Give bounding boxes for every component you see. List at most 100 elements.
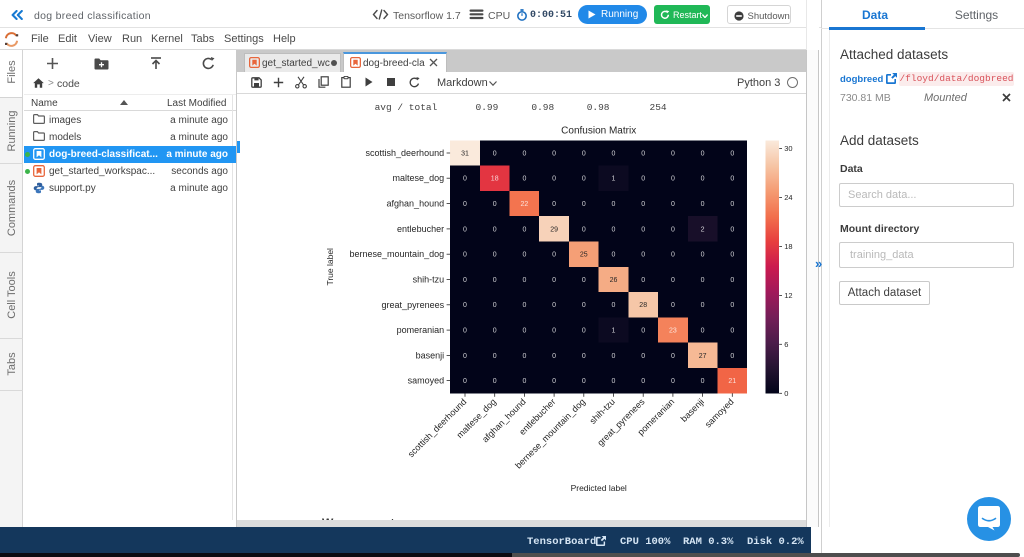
svg-text:0: 0 bbox=[671, 277, 675, 284]
svg-text:great_pyrenees: great_pyrenees bbox=[382, 300, 445, 310]
svg-text:0: 0 bbox=[671, 201, 675, 208]
svg-text:0: 0 bbox=[641, 378, 645, 385]
svg-text:0: 0 bbox=[582, 150, 586, 157]
svg-text:22: 22 bbox=[521, 201, 529, 208]
svg-text:0: 0 bbox=[522, 226, 526, 233]
svg-text:0: 0 bbox=[522, 378, 526, 385]
svg-text:18: 18 bbox=[784, 242, 792, 251]
svg-text:6: 6 bbox=[784, 340, 788, 349]
svg-text:0: 0 bbox=[730, 327, 734, 334]
svg-text:0: 0 bbox=[671, 176, 675, 183]
svg-text:0: 0 bbox=[552, 201, 556, 208]
svg-text:0: 0 bbox=[730, 226, 734, 233]
svg-text:0: 0 bbox=[522, 302, 526, 309]
svg-text:0: 0 bbox=[612, 150, 616, 157]
svg-text:18: 18 bbox=[491, 176, 499, 183]
svg-text:0: 0 bbox=[463, 176, 467, 183]
svg-text:0: 0 bbox=[582, 327, 586, 334]
svg-text:0: 0 bbox=[522, 252, 526, 259]
svg-text:254: 254 bbox=[650, 102, 667, 113]
svg-text:23: 23 bbox=[669, 327, 677, 334]
svg-text:0: 0 bbox=[582, 226, 586, 233]
svg-text:0: 0 bbox=[463, 353, 467, 360]
svg-text:27: 27 bbox=[699, 353, 707, 360]
svg-text:0: 0 bbox=[552, 176, 556, 183]
svg-text:True label: True label bbox=[325, 248, 335, 286]
svg-text:0: 0 bbox=[641, 176, 645, 183]
svg-text:0: 0 bbox=[701, 327, 705, 334]
svg-text:0: 0 bbox=[641, 277, 645, 284]
svg-text:1: 1 bbox=[612, 176, 616, 183]
svg-text:0: 0 bbox=[730, 201, 734, 208]
svg-text:1: 1 bbox=[612, 327, 616, 334]
svg-text:0: 0 bbox=[463, 302, 467, 309]
svg-text:0: 0 bbox=[671, 252, 675, 259]
svg-text:0: 0 bbox=[463, 277, 467, 284]
svg-text:0.99: 0.99 bbox=[476, 102, 499, 113]
svg-text:0: 0 bbox=[701, 150, 705, 157]
svg-text:0: 0 bbox=[582, 176, 586, 183]
svg-text:29: 29 bbox=[550, 226, 558, 233]
svg-text:0: 0 bbox=[612, 252, 616, 259]
svg-text:0: 0 bbox=[463, 252, 467, 259]
svg-text:0: 0 bbox=[582, 378, 586, 385]
svg-text:0: 0 bbox=[730, 176, 734, 183]
svg-text:0: 0 bbox=[612, 201, 616, 208]
svg-text:shih-tzu: shih-tzu bbox=[588, 397, 617, 426]
svg-text:0: 0 bbox=[493, 150, 497, 157]
svg-text:Predicted label: Predicted label bbox=[571, 483, 627, 493]
svg-text:0: 0 bbox=[701, 378, 705, 385]
svg-text:0: 0 bbox=[582, 302, 586, 309]
svg-text:bernese_mountain_dog: bernese_mountain_dog bbox=[350, 249, 445, 259]
svg-text:0: 0 bbox=[730, 302, 734, 309]
svg-text:0: 0 bbox=[493, 353, 497, 360]
svg-text:0: 0 bbox=[730, 353, 734, 360]
svg-text:Confusion Matrix: Confusion Matrix bbox=[561, 126, 636, 137]
svg-text:26: 26 bbox=[610, 277, 618, 284]
svg-text:0: 0 bbox=[463, 201, 467, 208]
svg-text:0: 0 bbox=[493, 327, 497, 334]
svg-text:28: 28 bbox=[639, 302, 647, 309]
svg-text:0: 0 bbox=[612, 302, 616, 309]
svg-text:0: 0 bbox=[641, 226, 645, 233]
svg-text:0: 0 bbox=[784, 389, 788, 398]
svg-text:0: 0 bbox=[522, 327, 526, 334]
svg-text:0: 0 bbox=[612, 353, 616, 360]
svg-text:0: 0 bbox=[582, 277, 586, 284]
svg-text:0: 0 bbox=[641, 201, 645, 208]
svg-text:25: 25 bbox=[580, 252, 588, 259]
svg-text:0: 0 bbox=[552, 353, 556, 360]
svg-text:31: 31 bbox=[461, 150, 469, 157]
svg-text:0: 0 bbox=[493, 378, 497, 385]
svg-text:0: 0 bbox=[463, 378, 467, 385]
svg-text:maltese_dog: maltese_dog bbox=[393, 173, 445, 183]
svg-text:0: 0 bbox=[493, 277, 497, 284]
svg-text:avg / total: avg / total bbox=[375, 102, 438, 113]
svg-text:21: 21 bbox=[728, 378, 736, 385]
svg-text:2: 2 bbox=[701, 226, 705, 233]
svg-text:0: 0 bbox=[493, 302, 497, 309]
svg-text:samoyed: samoyed bbox=[408, 376, 445, 386]
svg-text:0: 0 bbox=[522, 176, 526, 183]
svg-text:0: 0 bbox=[641, 353, 645, 360]
svg-text:0: 0 bbox=[522, 277, 526, 284]
svg-text:0: 0 bbox=[701, 302, 705, 309]
svg-text:0: 0 bbox=[641, 150, 645, 157]
svg-text:12: 12 bbox=[784, 291, 792, 300]
svg-text:0: 0 bbox=[493, 252, 497, 259]
svg-text:0: 0 bbox=[671, 378, 675, 385]
svg-text:samoyed: samoyed bbox=[703, 397, 736, 430]
svg-text:basenji: basenji bbox=[679, 397, 706, 424]
svg-text:0: 0 bbox=[612, 226, 616, 233]
svg-text:entlebucher: entlebucher bbox=[397, 224, 444, 234]
svg-text:0: 0 bbox=[641, 252, 645, 259]
svg-text:0: 0 bbox=[701, 252, 705, 259]
svg-text:0: 0 bbox=[552, 150, 556, 157]
svg-text:0: 0 bbox=[522, 353, 526, 360]
svg-text:30: 30 bbox=[784, 144, 792, 153]
svg-text:0.98: 0.98 bbox=[587, 102, 610, 113]
svg-text:pomeranian: pomeranian bbox=[397, 325, 445, 335]
svg-text:0: 0 bbox=[730, 252, 734, 259]
svg-text:afghan_hound: afghan_hound bbox=[387, 199, 445, 209]
svg-text:0: 0 bbox=[493, 201, 497, 208]
